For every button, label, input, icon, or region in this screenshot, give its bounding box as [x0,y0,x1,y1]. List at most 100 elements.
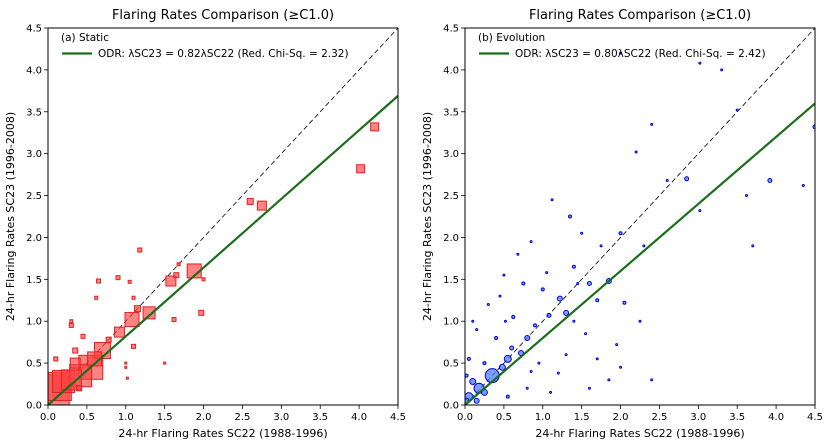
panel-label: (a) Static [61,32,109,44]
x-tick-label: 3.0 [690,412,706,423]
data-point [469,378,477,386]
y-tick-label: 1.0 [26,317,42,328]
data-point [498,294,502,298]
data-point [370,122,380,132]
x-tick-label: 2.5 [651,412,667,423]
data-point [586,281,592,287]
y-tick-label: 2.5 [443,191,459,202]
chart-panel-1: 0.0 0.5 1.0 1.5 2.0 2.5 3.0 3.5 4.0 4.5 0.0 0.5 1.0 1… [421,8,823,440]
data-point [124,365,128,369]
data-point [133,305,141,313]
data-point [580,231,584,235]
legend-label: ODR: λSC23 = 0.82λSC22 (Red. Chi-Sq. = 2… [98,48,349,60]
data-point [511,315,516,320]
data-point [482,361,487,366]
data-point [256,200,267,211]
data-point [115,275,121,281]
data-point [556,371,560,375]
y-tick-label: 3.0 [443,149,459,160]
data-point [69,319,74,324]
x-tick-label: 2.0 [613,412,629,423]
data-point [114,326,126,338]
x-tick-label: 2.5 [234,412,250,423]
data-point [533,323,537,328]
data-point [465,373,469,378]
data-point [525,386,529,390]
chart-panel-0: 0.0 0.5 1.0 1.5 2.0 2.5 3.0 3.5 4.0 4.5 0.0 0.5 1.0 1… [4,8,406,440]
data-point [137,247,143,253]
data-point [201,277,206,282]
data-point [607,378,611,382]
identity-line [465,28,815,405]
data-point [595,298,600,303]
y-tick-label: 1.5 [443,275,459,286]
identity-line [48,28,398,405]
data-point [584,332,588,336]
y-tick-label: 1.5 [26,275,42,286]
x-tick-label: 3.0 [273,412,289,423]
data-point [634,150,638,154]
data-point [767,177,773,183]
data-point [665,178,669,182]
data-point [246,197,254,205]
y-tick-label: 4.5 [443,24,459,35]
data-point [568,214,572,219]
data-point [529,240,533,244]
data-point [572,319,576,323]
x-tick-label: 1.0 [118,412,134,423]
data-point [72,347,79,354]
chart-title: Flaring Rates Comparison (≥C1.0) [112,8,334,23]
data-point [622,300,627,305]
data-point [546,312,552,318]
data-point [131,343,137,349]
data-point [537,361,541,365]
y-tick-label: 3.5 [26,107,42,118]
x-axis-label: 24-hr Flaring Rates SC22 (1988-1996) [535,427,744,440]
x-tick-label: 1.5 [574,412,590,423]
data-point [125,376,129,380]
x-tick-label: 4.0 [768,412,784,423]
data-point [486,302,490,306]
y-tick-label: 2.0 [26,233,42,244]
data-point [745,194,749,198]
y-tick-label: 3.0 [26,149,42,160]
data-point [545,271,549,275]
data-point [96,278,102,284]
data-point [587,386,591,390]
x-tick-label: 0.5 [79,412,95,423]
data-point [529,369,533,373]
data-point [142,306,156,320]
y-tick-label: 3.5 [443,107,459,118]
plot-content [48,28,398,405]
x-tick-label: 4.5 [390,412,406,423]
data-point [571,264,576,269]
data-point [503,319,507,323]
y-tick-label: 0.0 [26,401,42,412]
data-point [498,363,506,371]
data-point [494,335,499,340]
y-tick-label: 4.0 [443,65,459,76]
data-point [471,319,475,323]
data-point [698,209,702,213]
data-point [76,385,83,392]
data-point [124,312,140,328]
data-point [356,164,366,174]
data-point [550,198,554,202]
data-point [735,108,739,112]
data-point [68,322,74,328]
data-point [176,262,181,267]
data-point [720,68,724,72]
data-point [642,244,646,248]
panel-label: (b) Evolution [478,32,545,44]
y-tick-label: 4.5 [26,24,42,35]
data-point [638,319,642,323]
data-point [549,390,553,394]
data-point [505,394,510,399]
legend-label: ODR: λSC23 = 0.80λSC22 (Red. Chi-Sq. = 2… [515,48,766,60]
x-tick-label: 0.0 [40,412,56,423]
data-point [475,328,479,332]
y-axis-label: 24-hr Flaring Rates SC23 (1996-2008) [4,112,17,321]
x-axis-label: 24-hr Flaring Rates SC22 (1988-1996) [118,427,327,440]
data-point [466,356,471,361]
